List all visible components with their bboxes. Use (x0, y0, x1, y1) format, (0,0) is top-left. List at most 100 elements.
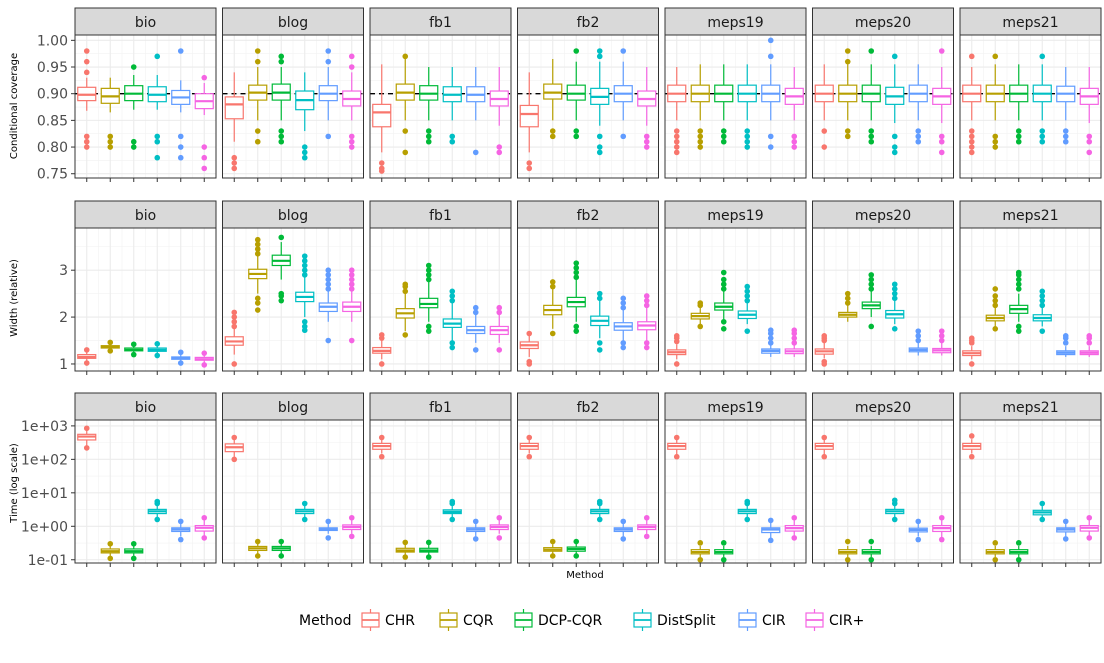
outlier-point (992, 540, 999, 546)
boxplot-DistSplit (885, 53, 905, 156)
outlier-point (1015, 540, 1022, 546)
outlier-point (1015, 133, 1022, 140)
outlier-point (938, 514, 945, 521)
outlier-point (496, 149, 503, 156)
boxplot-DistSplit (885, 497, 905, 523)
outlier-point (1015, 276, 1022, 283)
outlier-point (573, 260, 580, 266)
outlier-point (938, 133, 945, 140)
outlier-point (254, 138, 261, 145)
outlier-point (301, 258, 308, 264)
outlier-point (177, 144, 184, 150)
outlier-point (472, 536, 479, 542)
outlier-point (968, 335, 975, 341)
boxplot-CIR+ (784, 67, 804, 150)
y-tick-label: 1.00 (37, 33, 68, 49)
outlier-point (231, 165, 238, 172)
outlier-point (1039, 133, 1046, 140)
outlier-point (154, 133, 161, 140)
outlier-point (643, 302, 650, 309)
outlier-point (177, 133, 184, 140)
boxplot-CIR+ (637, 514, 657, 540)
outlier-point (992, 326, 999, 332)
facet-strip-label: blog (278, 208, 308, 224)
outlier-point (938, 48, 945, 54)
outlier-point (620, 536, 627, 542)
outlier-point (596, 498, 603, 505)
outlier-point (325, 276, 332, 283)
outlier-point (449, 288, 456, 295)
boxplot-CQR (985, 540, 1005, 563)
boxplot-CIR+ (932, 514, 952, 543)
boxplot-CIR+ (194, 350, 214, 368)
outlier-point (348, 138, 355, 145)
outlier-point (301, 154, 308, 161)
outlier-point (744, 144, 751, 150)
outlier-point (378, 160, 385, 166)
boxplot-CQR (395, 53, 415, 156)
facet-strip (959, 200, 1102, 229)
facet-strip (517, 200, 659, 229)
outlier-point (201, 350, 208, 356)
boxplot-DCP-CQR (271, 53, 291, 145)
outlier-point (938, 138, 945, 145)
outlier-point (596, 149, 603, 156)
outlier-point (1039, 328, 1046, 334)
outlier-point (968, 53, 975, 60)
outlier-point (697, 300, 704, 306)
outlier-point (325, 133, 332, 140)
boxplot-CHR (519, 434, 539, 460)
y-tick-label: 0.80 (37, 140, 68, 156)
outlier-point (348, 64, 355, 70)
boxplot-DistSplit (590, 48, 610, 156)
outlier-point (744, 297, 751, 304)
outlier-point (1062, 536, 1069, 542)
outlier-point (1039, 128, 1046, 134)
outlier-point (1039, 293, 1046, 299)
outlier-point (915, 337, 922, 344)
outlier-point (449, 340, 456, 346)
outlier-point (821, 333, 828, 339)
panel-width-fb1: fb1 (369, 200, 512, 375)
y-tick-label: 1 (59, 357, 68, 373)
legend: Method CHR CQR DCP-CQR DistSplit CIR CIR+ (299, 609, 864, 631)
y-axis-title-width: Width (relative) (9, 259, 20, 337)
facet-strip (517, 7, 659, 36)
outlier-point (720, 276, 727, 283)
outlier-point (720, 138, 727, 145)
outlier-point (643, 138, 650, 145)
outlier-point (697, 323, 704, 330)
facet-strip-label: bio (135, 208, 156, 224)
outlier-point (844, 538, 851, 545)
outlier-point (278, 128, 285, 134)
outlier-point (844, 556, 851, 563)
outlier-point (891, 326, 898, 332)
outlier-point (177, 360, 184, 366)
panel-width-fb2: fb2 (517, 200, 659, 375)
legend-item-CIR: CIR (738, 609, 786, 631)
outlier-point (1015, 286, 1022, 292)
outlier-point (254, 241, 261, 248)
boxplot-CQR (838, 538, 858, 563)
outlier-point (620, 340, 627, 346)
outlier-point (1039, 53, 1046, 60)
outlier-point (968, 133, 975, 140)
boxplot-CQR (395, 281, 415, 338)
outlier-point (301, 262, 308, 269)
y-tick-label: 1e+03 (21, 419, 68, 435)
boxplot-CIR (908, 518, 928, 543)
outlier-point (673, 361, 680, 367)
outlier-point (1086, 340, 1093, 346)
legend-item-CHR: CHR (361, 609, 415, 631)
boxplot-CQR (100, 540, 120, 562)
facet-strip (74, 200, 217, 229)
outlier-point (154, 154, 161, 161)
outlier-point (791, 335, 798, 341)
outlier-point (938, 536, 945, 543)
outlier-point (325, 281, 332, 288)
outlier-point (868, 48, 875, 54)
outlier-point (231, 309, 238, 316)
boxplot-CHR (667, 67, 687, 156)
outlier-point (791, 133, 798, 140)
outlier-point (107, 144, 114, 150)
